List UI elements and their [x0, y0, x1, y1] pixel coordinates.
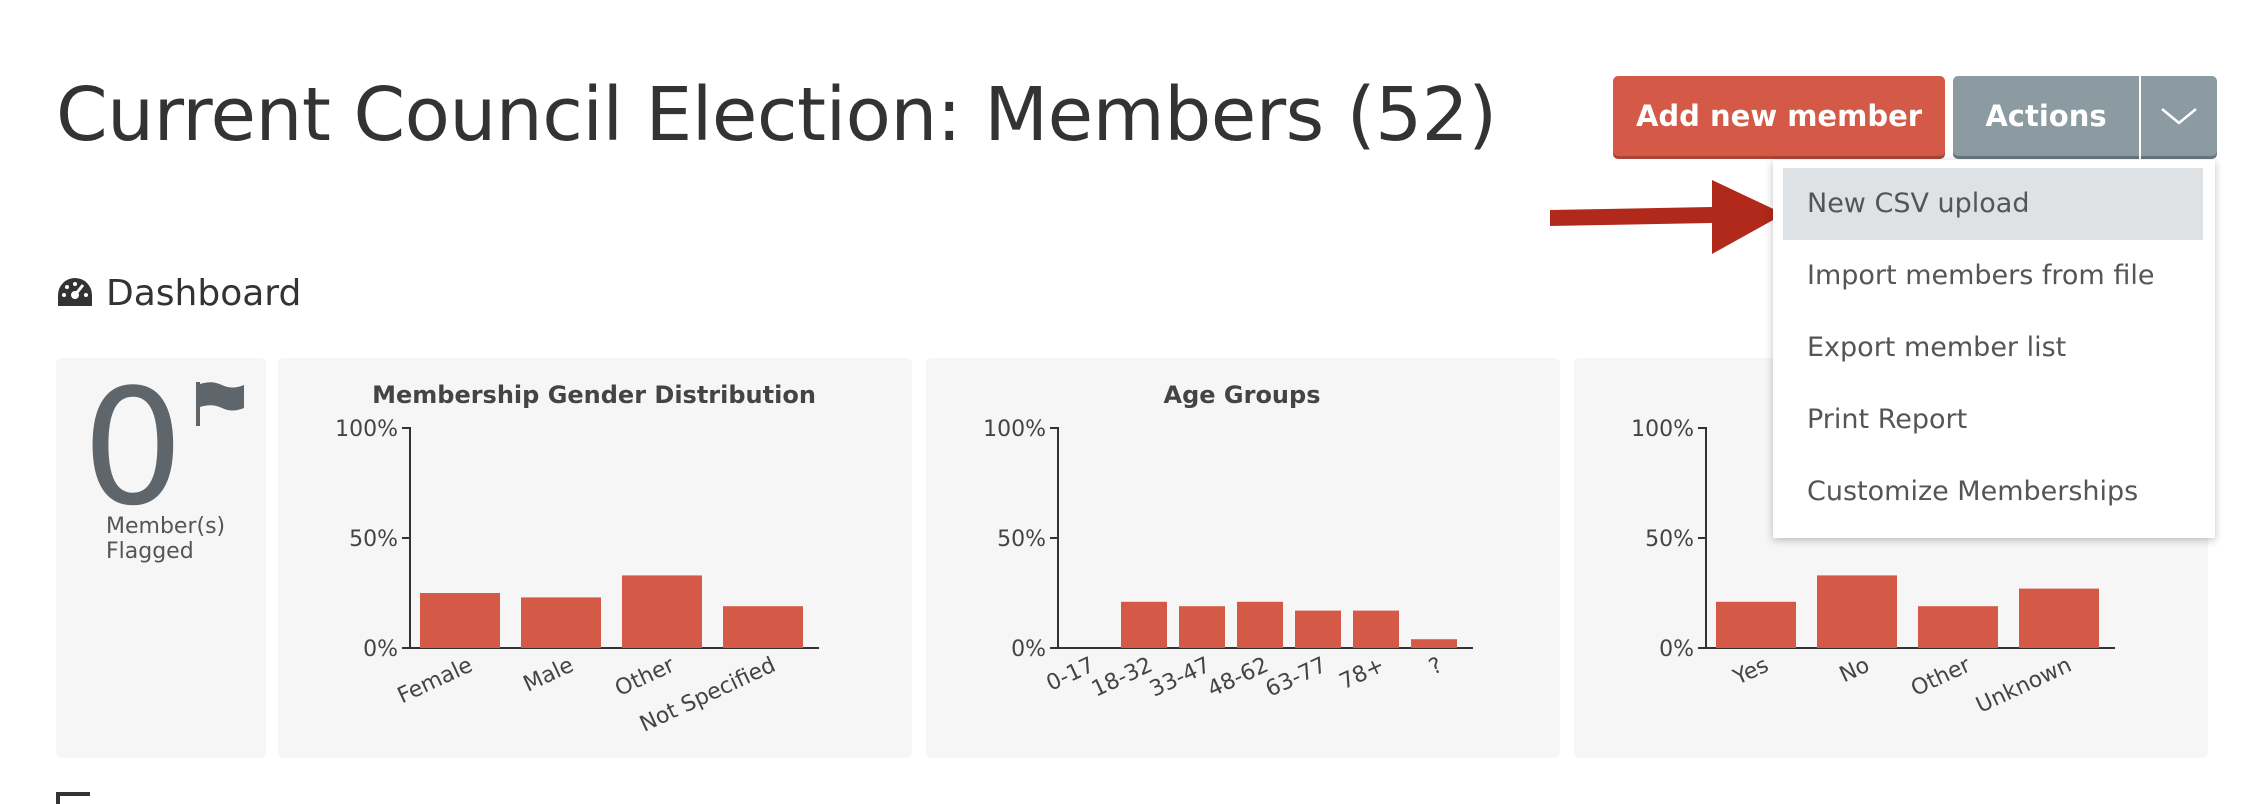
actions-dropdown-toggle[interactable]	[2141, 76, 2217, 156]
add-new-member-button[interactable]: Add new member	[1613, 76, 1945, 156]
bar	[1411, 639, 1457, 648]
bar	[1121, 601, 1167, 648]
bar	[1353, 610, 1399, 648]
category-label: Other	[611, 652, 679, 701]
y-tick-label: 100%	[1631, 417, 1694, 442]
flag-icon	[196, 382, 244, 426]
category-label: No	[1836, 653, 1874, 688]
bar	[2019, 588, 2099, 648]
category-label: 0-17	[1043, 653, 1099, 697]
bar	[521, 597, 601, 648]
page-title: Current Council Election: Members (52)	[56, 72, 1497, 158]
chart-title: Membership Gender Distribution	[372, 381, 816, 409]
y-tick-label: 0%	[1011, 637, 1046, 662]
y-tick-label: 0%	[1659, 637, 1694, 662]
category-label: Other	[1907, 652, 1975, 701]
category-label: Yes	[1729, 653, 1773, 691]
category-label: ?	[1425, 653, 1446, 681]
menu-item-import-members[interactable]: Import members from file	[1807, 260, 2155, 291]
bar	[723, 606, 803, 648]
bar	[1179, 606, 1225, 648]
age-chart-card: Age Groups 100% 50% 0% 0-17 18-32 33-47 48-62 63…	[926, 358, 1560, 758]
y-tick-label: 50%	[997, 527, 1046, 552]
category-label: Male	[520, 653, 578, 698]
y-tick-label: 50%	[349, 527, 398, 552]
dashboard-title: Dashboard	[106, 272, 302, 314]
bar	[622, 575, 702, 648]
gender-chart: Membership Gender Distribution 100% 50% 0%F…	[335, 381, 819, 737]
annotation-arrow	[1550, 180, 1784, 254]
dashboard-gauge-icon	[58, 278, 92, 306]
age-groups-chart: Age Groups 100% 50% 0%0-1718-3233-4748-6263…	[983, 381, 1473, 703]
gender-chart-card: Membership Gender Distribution 100% 50% 0% F…	[278, 358, 912, 758]
y-tick-label: 50%	[1645, 527, 1694, 552]
bar	[1716, 601, 1796, 648]
y-tick-label: 100%	[335, 417, 398, 442]
category-label: 78+	[1336, 653, 1389, 695]
category-label: 63-77	[1262, 653, 1331, 703]
chevron-down-icon	[2161, 108, 2197, 125]
y-tick-label: 0%	[363, 637, 398, 662]
actions-dropdown-menu: New CSV upload Import members from file …	[1773, 160, 2215, 538]
flagged-label: Member(s) Flagged	[106, 514, 226, 564]
bar	[420, 593, 500, 648]
menu-item-export-member-list[interactable]: Export member list	[1807, 332, 2067, 363]
bar	[1918, 606, 1998, 648]
flagged-count: 0	[82, 354, 184, 541]
chart-title: Age Groups	[1164, 381, 1321, 409]
category-label: Female	[394, 653, 477, 709]
dashboard-heading: Dashboard	[56, 268, 301, 318]
category-label: Unknown	[1972, 653, 2075, 719]
y-tick-label: 100%	[983, 417, 1046, 442]
menu-item-customize-memberships[interactable]: Customize Memberships	[1807, 476, 2139, 507]
category-label: 48-62	[1204, 653, 1273, 703]
flagged-members-card[interactable]: 0 Member(s) Flagged	[56, 358, 266, 758]
category-label: 18-32	[1088, 653, 1157, 703]
menu-item-print-report[interactable]: Print Report	[1807, 404, 1968, 435]
actions-button[interactable]: Actions	[1953, 76, 2139, 156]
list-icon	[56, 792, 90, 804]
category-label: 33-47	[1146, 653, 1215, 703]
bar	[1295, 610, 1341, 648]
bar	[1237, 601, 1283, 648]
menu-item-new-csv-upload[interactable]: New CSV upload	[1783, 168, 2203, 240]
bar	[1817, 575, 1897, 648]
